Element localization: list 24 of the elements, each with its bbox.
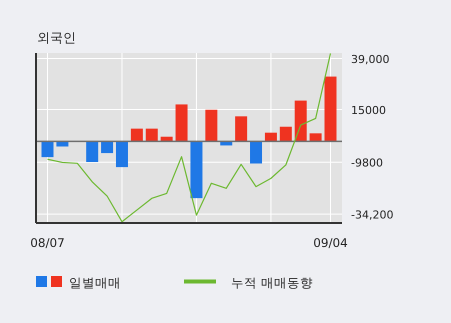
chart-title: 외국인 [37, 31, 76, 46]
line-series [46, 52, 332, 222]
bar [280, 126, 292, 142]
bar [101, 141, 114, 154]
bar [235, 116, 248, 142]
bar [250, 141, 262, 164]
bar [42, 141, 54, 158]
bar [205, 110, 218, 142]
bar [130, 128, 143, 142]
y-tick-label: -9800 [351, 156, 383, 170]
y-tick-label: 39,000 [351, 53, 390, 66]
bar [324, 76, 336, 142]
bar [176, 104, 188, 142]
bar [116, 141, 128, 168]
legend-label: 일별매매 [69, 275, 121, 290]
legend-label: 누적 매매동향 [231, 275, 313, 290]
bar [294, 100, 307, 142]
bar [190, 141, 202, 198]
x-tick-label: 09/04 [313, 236, 348, 250]
x-tick-label: 08/07 [30, 236, 65, 250]
bar [86, 141, 98, 162]
y-tick-label: -34,200 [351, 208, 394, 222]
bar [146, 128, 158, 142]
y-tick-label: 15000 [351, 104, 386, 118]
